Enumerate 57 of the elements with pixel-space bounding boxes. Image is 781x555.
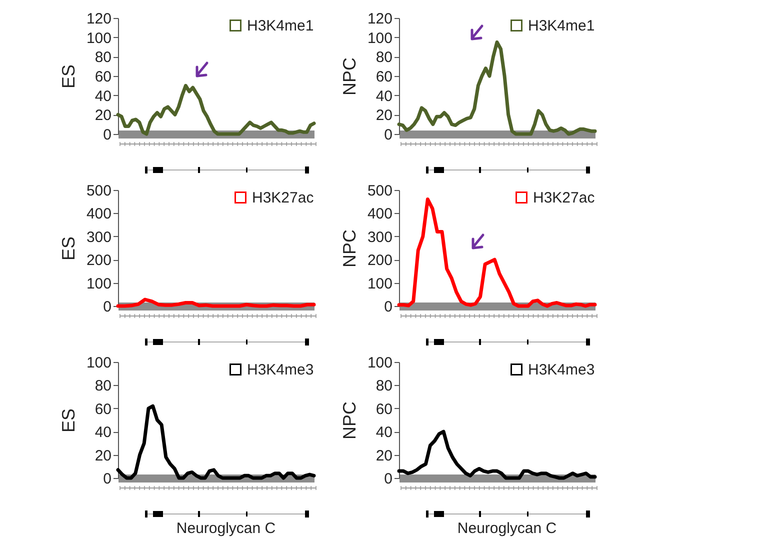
y-tick-label: 60 [94, 400, 112, 418]
y-tick-label: 400 [86, 206, 112, 223]
y-tick-label: 0 [384, 298, 392, 316]
y-tick-label: 0 [103, 126, 112, 144]
y-tick-label: 60 [376, 400, 392, 418]
line-series [397, 40, 597, 136]
y-tick-label: 100 [367, 354, 392, 372]
x-axis-title: Neuroglycan C [457, 520, 557, 537]
y-tick-label: 0 [103, 470, 112, 488]
y-tick-label: 100 [367, 30, 392, 47]
y-tick-label: 80 [376, 378, 392, 395]
y-tick-label: 0 [384, 470, 392, 488]
y-tick-label: 20 [376, 107, 392, 124]
y-tick-label: 20 [376, 447, 392, 464]
y-tick-label: 80 [94, 378, 112, 395]
line-series [397, 430, 597, 480]
y-axis-title: NPC [339, 57, 360, 96]
y-tick-label: 400 [367, 206, 392, 223]
legend-label: H3K27ac [252, 190, 314, 206]
y-axis-title: ES [58, 236, 78, 261]
y-tick-label: 40 [376, 88, 392, 105]
y-tick-label: 200 [367, 252, 392, 270]
legend-label: H3K4me3 [247, 362, 314, 378]
y-tick-label: 200 [86, 252, 112, 270]
y-axis-title: NPC [339, 401, 360, 440]
y-tick-label: 120 [86, 10, 112, 28]
legend-label: H3K4me1 [247, 18, 314, 34]
y-tick-label: 40 [376, 424, 392, 442]
y-tick-label: 80 [94, 49, 112, 66]
y-tick-label: 300 [86, 228, 112, 246]
y-tick-label: 40 [94, 424, 112, 442]
line-series [116, 84, 316, 136]
y-axis-title: NPC [339, 229, 360, 268]
y-axis-title: ES [58, 64, 78, 89]
legend-label: H3K4me3 [528, 362, 595, 378]
y-tick-label: 300 [367, 228, 392, 246]
y-tick-label: 20 [94, 447, 112, 464]
line-series [116, 404, 316, 480]
y-tick-label: 500 [367, 182, 392, 200]
legend-label: H3K27ac [533, 190, 596, 206]
line-series [116, 298, 316, 308]
y-tick-label: 20 [94, 107, 112, 124]
y-tick-label: 0 [384, 126, 392, 144]
y-tick-label: 500 [86, 182, 112, 200]
y-tick-label: 100 [86, 354, 112, 372]
y-tick-label: 100 [86, 275, 112, 292]
y-tick-label: 0 [103, 298, 112, 316]
y-tick-label: 80 [376, 49, 392, 66]
y-tick-label: 40 [94, 88, 112, 105]
y-tick-label: 100 [86, 30, 112, 47]
y-tick-label: 60 [94, 68, 112, 86]
y-tick-label: 100 [367, 275, 392, 292]
y-axis-title: ES [58, 408, 78, 433]
y-tick-label: 120 [367, 10, 392, 28]
legend-label: H3K4me1 [528, 18, 595, 34]
y-tick-label: 60 [376, 68, 392, 86]
x-axis-title: Neuroglycan C [176, 520, 276, 537]
